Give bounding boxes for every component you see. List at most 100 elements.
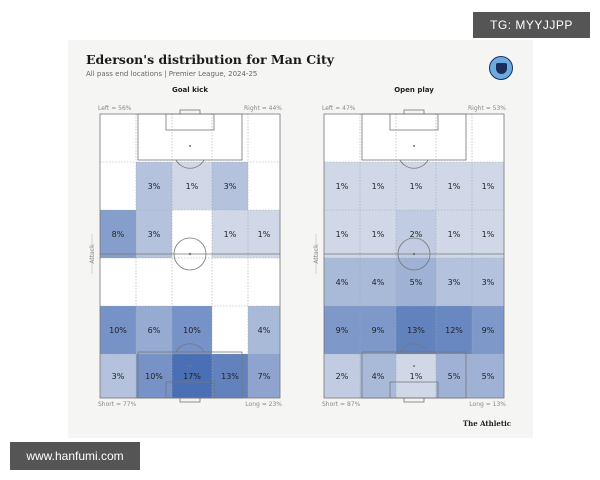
top-goal	[179, 109, 201, 115]
cell-value-label: 4%	[258, 326, 271, 335]
short-share-label: Short = 87%	[322, 401, 361, 408]
pitch-heatmaps: Goal kick Left = 56% Right = 44% Short = 77…	[89, 86, 506, 408]
centre-spot	[412, 252, 416, 256]
chart-title: Ederson's distribution for Man City	[86, 52, 335, 67]
left-share-label: Left = 56%	[98, 105, 132, 112]
cell-value-label: 8%	[112, 230, 125, 239]
source-label: The Athletic	[462, 419, 511, 428]
cell-value-label: 3%	[148, 230, 161, 239]
cell-value-label: 6%	[148, 326, 161, 335]
heatmap-cell	[248, 210, 280, 258]
heatmap-cell	[100, 354, 136, 398]
cell-value-label: 13%	[221, 372, 239, 381]
heatmap-cell	[324, 258, 360, 306]
bottom-penalty-spot	[413, 365, 415, 367]
cell-value-label: 3%	[448, 278, 461, 287]
watermark-top: TG: MYYJJPP	[473, 12, 590, 38]
heatmap-cell	[212, 210, 248, 258]
heatmap-cell	[360, 162, 396, 210]
top-penalty-arc	[175, 159, 205, 169]
centre-spot	[188, 252, 192, 256]
heatmap-cell	[396, 306, 436, 354]
heatmap-cell	[324, 354, 360, 398]
heatmap-cell	[436, 258, 472, 306]
attack-direction-label: Attack	[89, 244, 96, 264]
heatmap-cell	[360, 210, 396, 258]
heatmap-cell	[172, 354, 212, 398]
cell-value-label: 3%	[148, 182, 161, 191]
cell-value-label: 1%	[410, 182, 423, 191]
club-crest-icon	[489, 56, 513, 80]
pitch-title: Open play	[394, 86, 434, 94]
cell-value-label: 1%	[258, 230, 271, 239]
cell-value-label: 5%	[482, 372, 495, 381]
cell-value-label: 1%	[448, 182, 461, 191]
chart-subtitle: All pass end locations | Premier League,…	[86, 70, 258, 78]
heatmap-cell	[324, 210, 360, 258]
top-penalty-arc	[399, 159, 429, 169]
heatmap-cell	[136, 210, 172, 258]
right-share-label: Right = 44%	[244, 105, 282, 112]
cell-value-label: 1%	[482, 230, 495, 239]
heatmap-cell	[248, 354, 280, 398]
heatmap-cell	[100, 306, 136, 354]
heatmap-cell	[360, 306, 396, 354]
cell-value-label: 13%	[407, 326, 425, 335]
cell-value-label: 1%	[372, 230, 385, 239]
cell-value-label: 10%	[145, 372, 163, 381]
heatmap-cell	[472, 354, 504, 398]
heatmap-cell	[436, 162, 472, 210]
heatmap-cell	[396, 354, 436, 398]
bottom-goal	[179, 397, 201, 403]
heatmap-cell	[472, 162, 504, 210]
cell-value-label: 3%	[224, 182, 237, 191]
long-share-label: Long = 23%	[245, 401, 282, 408]
cell-value-label: 1%	[410, 372, 423, 381]
heatmap-cell	[100, 210, 136, 258]
attack-direction-label: Attack	[313, 244, 320, 264]
cell-value-label: 7%	[258, 372, 271, 381]
cell-value-label: 2%	[336, 372, 349, 381]
short-share-label: Short = 77%	[98, 401, 137, 408]
heatmap-cell	[324, 162, 360, 210]
cell-value-label: 1%	[224, 230, 237, 239]
heatmap-cell	[436, 210, 472, 258]
heatmap-cell	[172, 162, 212, 210]
left-share-label: Left = 47%	[322, 105, 356, 112]
top-penalty-spot	[189, 145, 191, 147]
heatmap-cell	[212, 162, 248, 210]
heatmap-cell	[472, 258, 504, 306]
heatmap-cell	[436, 306, 472, 354]
heatmap-cell	[396, 162, 436, 210]
bottom-penalty-arc	[399, 343, 429, 353]
top-penalty-spot	[413, 145, 415, 147]
cell-value-label: 2%	[410, 230, 423, 239]
heatmap-cell	[472, 306, 504, 354]
cell-value-label: 5%	[448, 372, 461, 381]
cell-value-label: 12%	[445, 326, 463, 335]
bottom-penalty-spot	[189, 365, 191, 367]
cell-value-label: 1%	[336, 182, 349, 191]
heatmap-cell	[136, 162, 172, 210]
cell-value-label: 1%	[448, 230, 461, 239]
cell-value-label: 17%	[183, 372, 201, 381]
cell-value-label: 5%	[410, 278, 423, 287]
watermark-bottom: www.hanfumi.com	[10, 442, 140, 470]
chart-card: Ederson's distribution for Man City All …	[68, 40, 533, 438]
heatmap-cell	[472, 210, 504, 258]
heatmap-cell	[396, 258, 436, 306]
pitch-title: Goal kick	[172, 86, 208, 94]
cell-value-label: 4%	[336, 278, 349, 287]
heatmap-cell	[172, 306, 212, 354]
bottom-goal	[403, 397, 425, 403]
heatmap-cell	[248, 306, 280, 354]
cell-value-label: 4%	[372, 372, 385, 381]
centre-circle	[397, 237, 431, 271]
cell-value-label: 3%	[482, 278, 495, 287]
long-share-label: Long = 13%	[469, 401, 506, 408]
right-share-label: Right = 53%	[468, 105, 506, 112]
centre-circle	[173, 237, 207, 271]
cell-value-label: 1%	[336, 230, 349, 239]
cell-value-label: 9%	[482, 326, 495, 335]
cell-value-label: 1%	[186, 182, 199, 191]
